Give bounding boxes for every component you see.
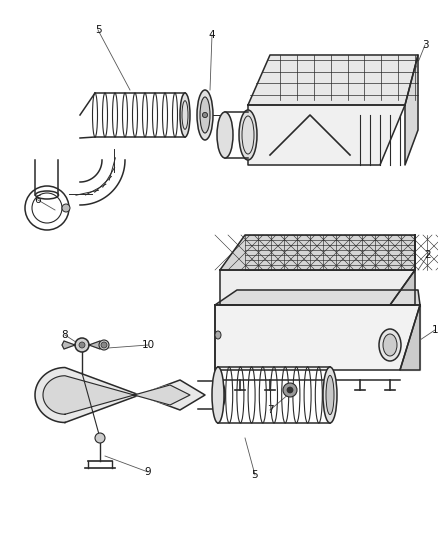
Polygon shape bbox=[215, 305, 420, 370]
Polygon shape bbox=[89, 341, 102, 349]
Text: 4: 4 bbox=[208, 30, 215, 40]
Circle shape bbox=[202, 112, 208, 117]
Text: 8: 8 bbox=[62, 330, 68, 340]
Text: 6: 6 bbox=[35, 195, 41, 205]
Ellipse shape bbox=[180, 93, 190, 137]
Polygon shape bbox=[35, 367, 205, 423]
Polygon shape bbox=[215, 290, 420, 305]
Circle shape bbox=[75, 338, 89, 352]
Polygon shape bbox=[390, 235, 415, 305]
Circle shape bbox=[79, 342, 85, 348]
Ellipse shape bbox=[215, 381, 225, 409]
Text: 5: 5 bbox=[252, 470, 258, 480]
Polygon shape bbox=[248, 105, 405, 165]
Text: 2: 2 bbox=[425, 250, 431, 260]
Text: 5: 5 bbox=[95, 25, 101, 35]
Ellipse shape bbox=[197, 90, 213, 140]
Text: 3: 3 bbox=[422, 40, 428, 50]
Text: 10: 10 bbox=[141, 340, 155, 350]
Polygon shape bbox=[400, 305, 420, 370]
Ellipse shape bbox=[217, 112, 233, 158]
Polygon shape bbox=[220, 270, 415, 305]
Circle shape bbox=[101, 342, 107, 348]
Text: 1: 1 bbox=[432, 325, 438, 335]
Ellipse shape bbox=[215, 331, 221, 339]
Circle shape bbox=[202, 112, 208, 117]
Circle shape bbox=[95, 433, 105, 443]
Ellipse shape bbox=[323, 367, 337, 423]
Text: 7: 7 bbox=[267, 405, 273, 415]
Circle shape bbox=[287, 387, 293, 393]
Ellipse shape bbox=[326, 375, 334, 415]
Ellipse shape bbox=[200, 97, 210, 133]
Ellipse shape bbox=[99, 340, 109, 350]
Circle shape bbox=[283, 383, 297, 397]
Polygon shape bbox=[248, 55, 418, 105]
Circle shape bbox=[62, 204, 70, 212]
Polygon shape bbox=[62, 341, 75, 349]
Ellipse shape bbox=[379, 329, 401, 361]
Polygon shape bbox=[43, 376, 190, 414]
Ellipse shape bbox=[383, 334, 397, 356]
Ellipse shape bbox=[239, 110, 257, 160]
Polygon shape bbox=[405, 55, 418, 165]
Polygon shape bbox=[220, 235, 415, 270]
Text: 9: 9 bbox=[145, 467, 151, 477]
Ellipse shape bbox=[212, 367, 224, 423]
